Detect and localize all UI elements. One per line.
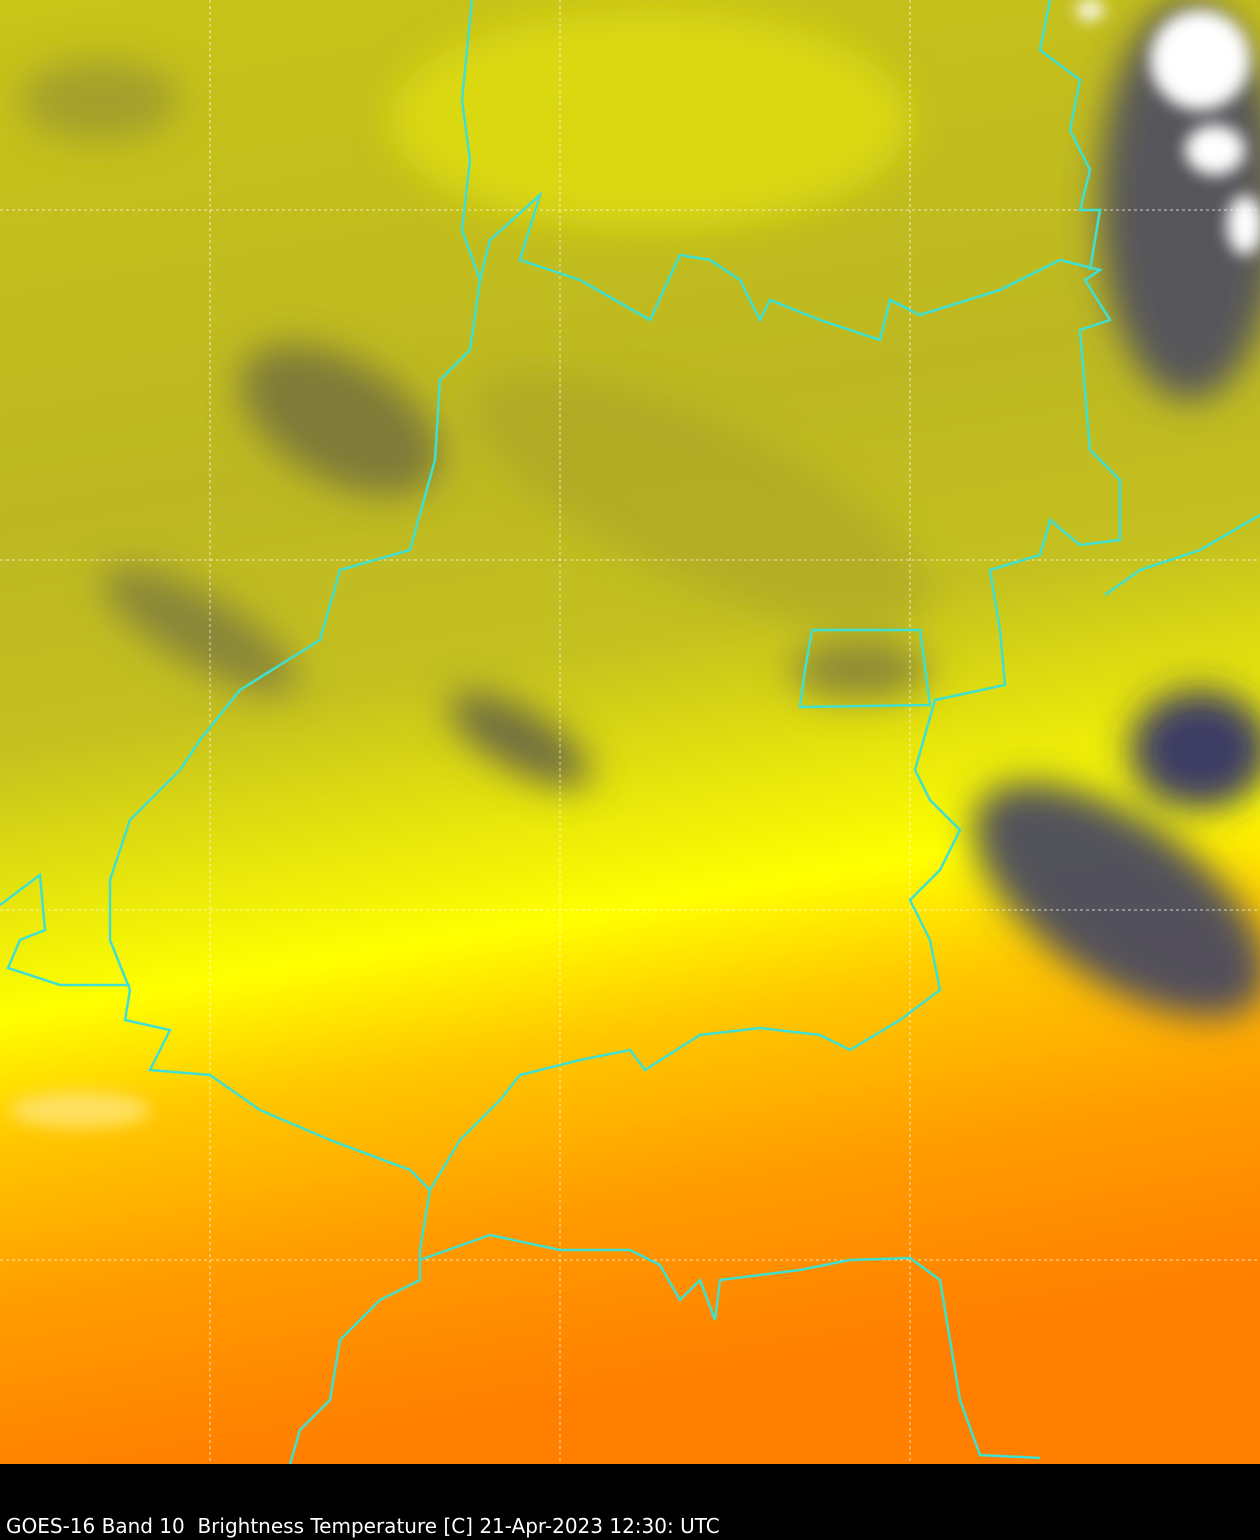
image-caption: GOES-16 Band 10 Brightness Temperature [… [6, 1514, 720, 1538]
lat-lon-grid [0, 0, 1260, 1464]
political-borders [0, 0, 1260, 1464]
brightness-temperature-map [0, 0, 1260, 1464]
cold-cloud-tops [10, 0, 1260, 1128]
